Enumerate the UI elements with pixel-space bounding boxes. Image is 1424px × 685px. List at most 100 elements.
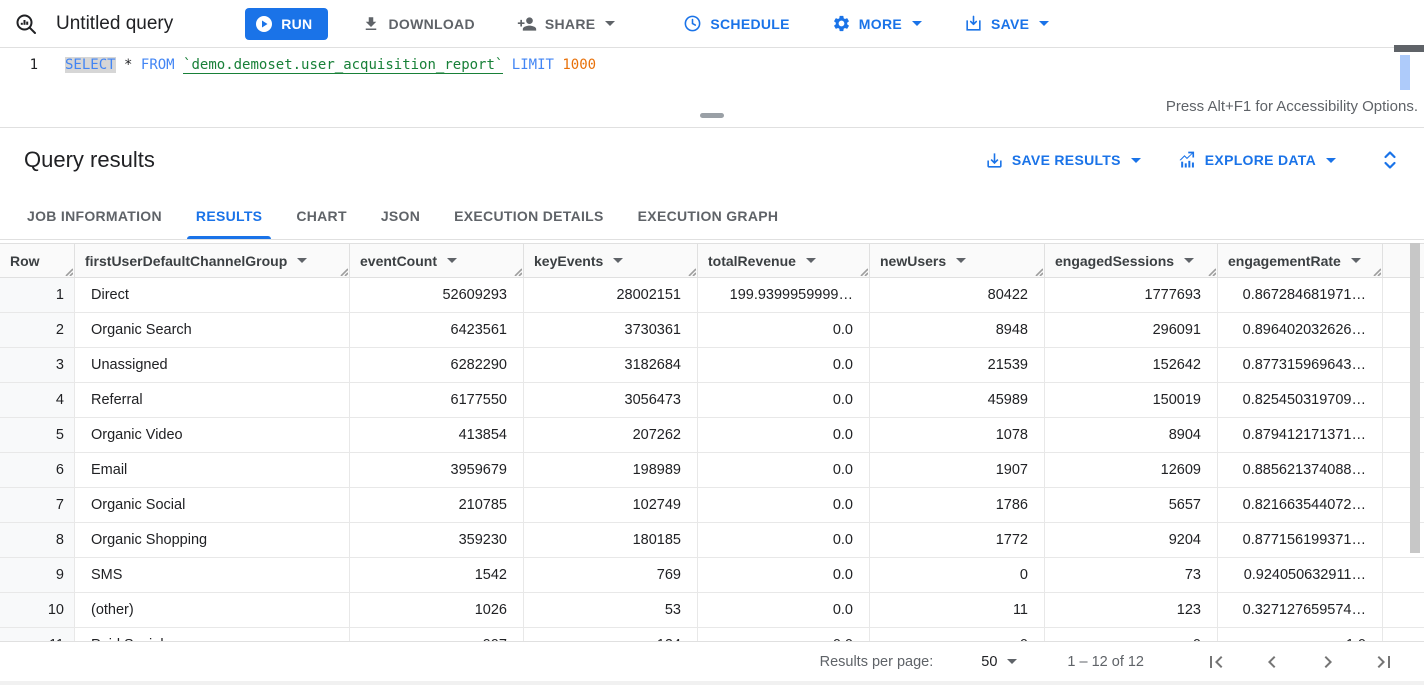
column-header-engagedsessions[interactable]: engagedSessions xyxy=(1045,244,1218,277)
cell-keyevents: 124 xyxy=(524,628,698,641)
gear-icon xyxy=(832,14,851,33)
table-vertical-scrollbar[interactable] xyxy=(1410,243,1420,553)
splitter-drag-handle[interactable] xyxy=(700,113,724,118)
chevron-down-icon xyxy=(605,21,616,26)
column-label: engagementRate xyxy=(1228,252,1341,269)
chevron-down-icon xyxy=(1039,21,1050,26)
column-resize-grip[interactable] xyxy=(858,266,868,276)
cell-eventcount: 413854 xyxy=(350,418,524,452)
row-number-cell: 6 xyxy=(0,453,75,487)
cell-firstuserdefaultchannelgroup: Organic Social xyxy=(75,488,350,522)
table-row: 4 Referral 6177550 3056473 0.0 45989 150019 0.8… xyxy=(0,383,1424,418)
cell-eventcount: 210785 xyxy=(350,488,524,522)
column-resize-grip[interactable] xyxy=(1206,266,1216,276)
column-header-firstuserdefaultchannelgroup[interactable]: firstUserDefaultChannelGroup xyxy=(75,244,350,277)
column-menu-caret-icon[interactable] xyxy=(613,258,624,263)
more-button[interactable]: MORE xyxy=(824,8,930,39)
column-header-totalrevenue[interactable]: totalRevenue xyxy=(698,244,870,277)
last-page-button[interactable] xyxy=(1372,650,1396,674)
column-resize-grip[interactable] xyxy=(338,266,348,276)
save-results-button[interactable]: SAVE RESULTS xyxy=(985,151,1141,170)
cell-firstuserdefaultchannelgroup: Organic Shopping xyxy=(75,523,350,557)
cell-keyevents: 198989 xyxy=(524,453,698,487)
table-row: 6 Email 3959679 198989 0.0 1907 12609 0.8856213… xyxy=(0,453,1424,488)
line-number: 1 xyxy=(29,57,38,73)
sql-editor[interactable]: 1 SELECT * FROM `demo.demoset.user_acqui… xyxy=(0,45,1424,105)
column-menu-caret-icon[interactable] xyxy=(956,258,967,263)
column-header-row[interactable]: Row xyxy=(0,244,75,277)
next-page-button[interactable] xyxy=(1316,650,1340,674)
sql-table-reference[interactable]: `demo.demoset.user_acquisition_report` xyxy=(183,57,504,74)
tab-json[interactable]: JSON xyxy=(380,207,421,224)
cell-newusers: 80422 xyxy=(870,278,1045,312)
save-button[interactable]: SAVE xyxy=(956,8,1057,39)
column-label: newUsers xyxy=(880,252,947,269)
horizontal-scrollbar-track[interactable] xyxy=(0,681,1424,685)
cell-engagementrate: 0.877315969643… xyxy=(1218,348,1383,382)
row-number-cell: 2 xyxy=(0,313,75,347)
cell-engagementrate: 0.879412171371… xyxy=(1218,418,1383,452)
cell-firstuserdefaultchannelgroup: Organic Search xyxy=(75,313,350,347)
tab-execution-graph[interactable]: EXECUTION GRAPH xyxy=(637,207,779,224)
cell-firstuserdefaultchannelgroup: Referral xyxy=(75,383,350,417)
column-menu-caret-icon[interactable] xyxy=(1184,258,1195,263)
table-header-row: Row firstUserDefaultChannelGroup eventCoun… xyxy=(0,243,1424,278)
editor-scrollbar[interactable] xyxy=(1400,55,1410,90)
column-menu-caret-icon[interactable] xyxy=(1350,258,1361,263)
cell-engagementrate: 0.327127659574… xyxy=(1218,593,1383,627)
query-title: Untitled query xyxy=(56,12,174,34)
table-row: 3 Unassigned 6282290 3182684 0.0 21539 152642 0… xyxy=(0,348,1424,383)
column-header-engagementrate[interactable]: engagementRate xyxy=(1218,244,1383,277)
save-icon xyxy=(964,14,983,33)
sql-keyword-select: SELECT xyxy=(65,57,116,73)
row-number-cell: 10 xyxy=(0,593,75,627)
tab-chart[interactable]: CHART xyxy=(296,207,347,224)
tab-execution-details[interactable]: EXECUTION DETAILS xyxy=(454,207,604,224)
results-per-page-label: Results per page: xyxy=(819,653,934,670)
column-resize-grip[interactable] xyxy=(63,266,73,276)
editor-overview-ruler xyxy=(1394,45,1424,52)
first-page-button[interactable] xyxy=(1204,650,1228,674)
table-row: 2 Organic Search 6423561 3730361 0.0 8948 2960… xyxy=(0,313,1424,348)
row-number-cell: 8 xyxy=(0,523,75,557)
bigquery-query-icon xyxy=(12,10,40,38)
cell-eventcount: 6282290 xyxy=(350,348,524,382)
column-label: Row xyxy=(10,252,40,269)
column-menu-caret-icon[interactable] xyxy=(297,258,308,263)
sql-keyword-limit: LIMIT xyxy=(511,57,554,73)
schedule-button[interactable]: SCHEDULE xyxy=(675,8,797,39)
run-button[interactable]: RUN xyxy=(245,7,329,40)
chevron-down-icon xyxy=(1007,659,1018,664)
chevron-down-icon xyxy=(1326,157,1336,163)
row-number-cell: 4 xyxy=(0,383,75,417)
cell-engagementrate: 0.885621374088… xyxy=(1218,453,1383,487)
download-button[interactable]: DOWNLOAD xyxy=(354,9,482,39)
collapse-results-button[interactable] xyxy=(1380,149,1400,171)
page-size-select[interactable]: 50 xyxy=(981,654,1018,670)
column-resize-grip[interactable] xyxy=(512,266,522,276)
cell-keyevents: 28002151 xyxy=(524,278,698,312)
column-header-newusers[interactable]: newUsers xyxy=(870,244,1045,277)
column-header-keyevents[interactable]: keyEvents xyxy=(524,244,698,277)
cell-totalrevenue: 199.9399959999… xyxy=(698,278,870,312)
column-resize-grip[interactable] xyxy=(686,266,696,276)
previous-page-button[interactable] xyxy=(1260,650,1284,674)
column-resize-grip[interactable] xyxy=(1033,266,1043,276)
cell-engagementrate: 0.825450319709… xyxy=(1218,383,1383,417)
save-results-icon xyxy=(985,151,1004,170)
tab-job-information[interactable]: JOB INFORMATION xyxy=(27,207,162,224)
column-menu-caret-icon[interactable] xyxy=(805,258,816,263)
column-resize-grip[interactable] xyxy=(1371,266,1381,276)
column-header-eventcount[interactable]: eventCount xyxy=(350,244,524,277)
cell-totalrevenue: 0.0 xyxy=(698,383,870,417)
sql-keyword-from: FROM xyxy=(140,57,175,73)
cell-newusers: 11 xyxy=(870,593,1045,627)
column-menu-caret-icon[interactable] xyxy=(447,258,457,263)
share-button[interactable]: SHARE xyxy=(509,8,624,40)
results-table: Row firstUserDefaultChannelGroup eventCoun… xyxy=(0,243,1424,641)
tab-results[interactable]: RESULTS xyxy=(179,192,279,239)
explore-data-button[interactable]: EXPLORE DATA xyxy=(1177,150,1336,170)
sql-code-line[interactable]: SELECT * FROM `demo.demoset.user_acquisi… xyxy=(48,55,596,75)
cell-firstuserdefaultchannelgroup: SMS xyxy=(75,558,350,592)
